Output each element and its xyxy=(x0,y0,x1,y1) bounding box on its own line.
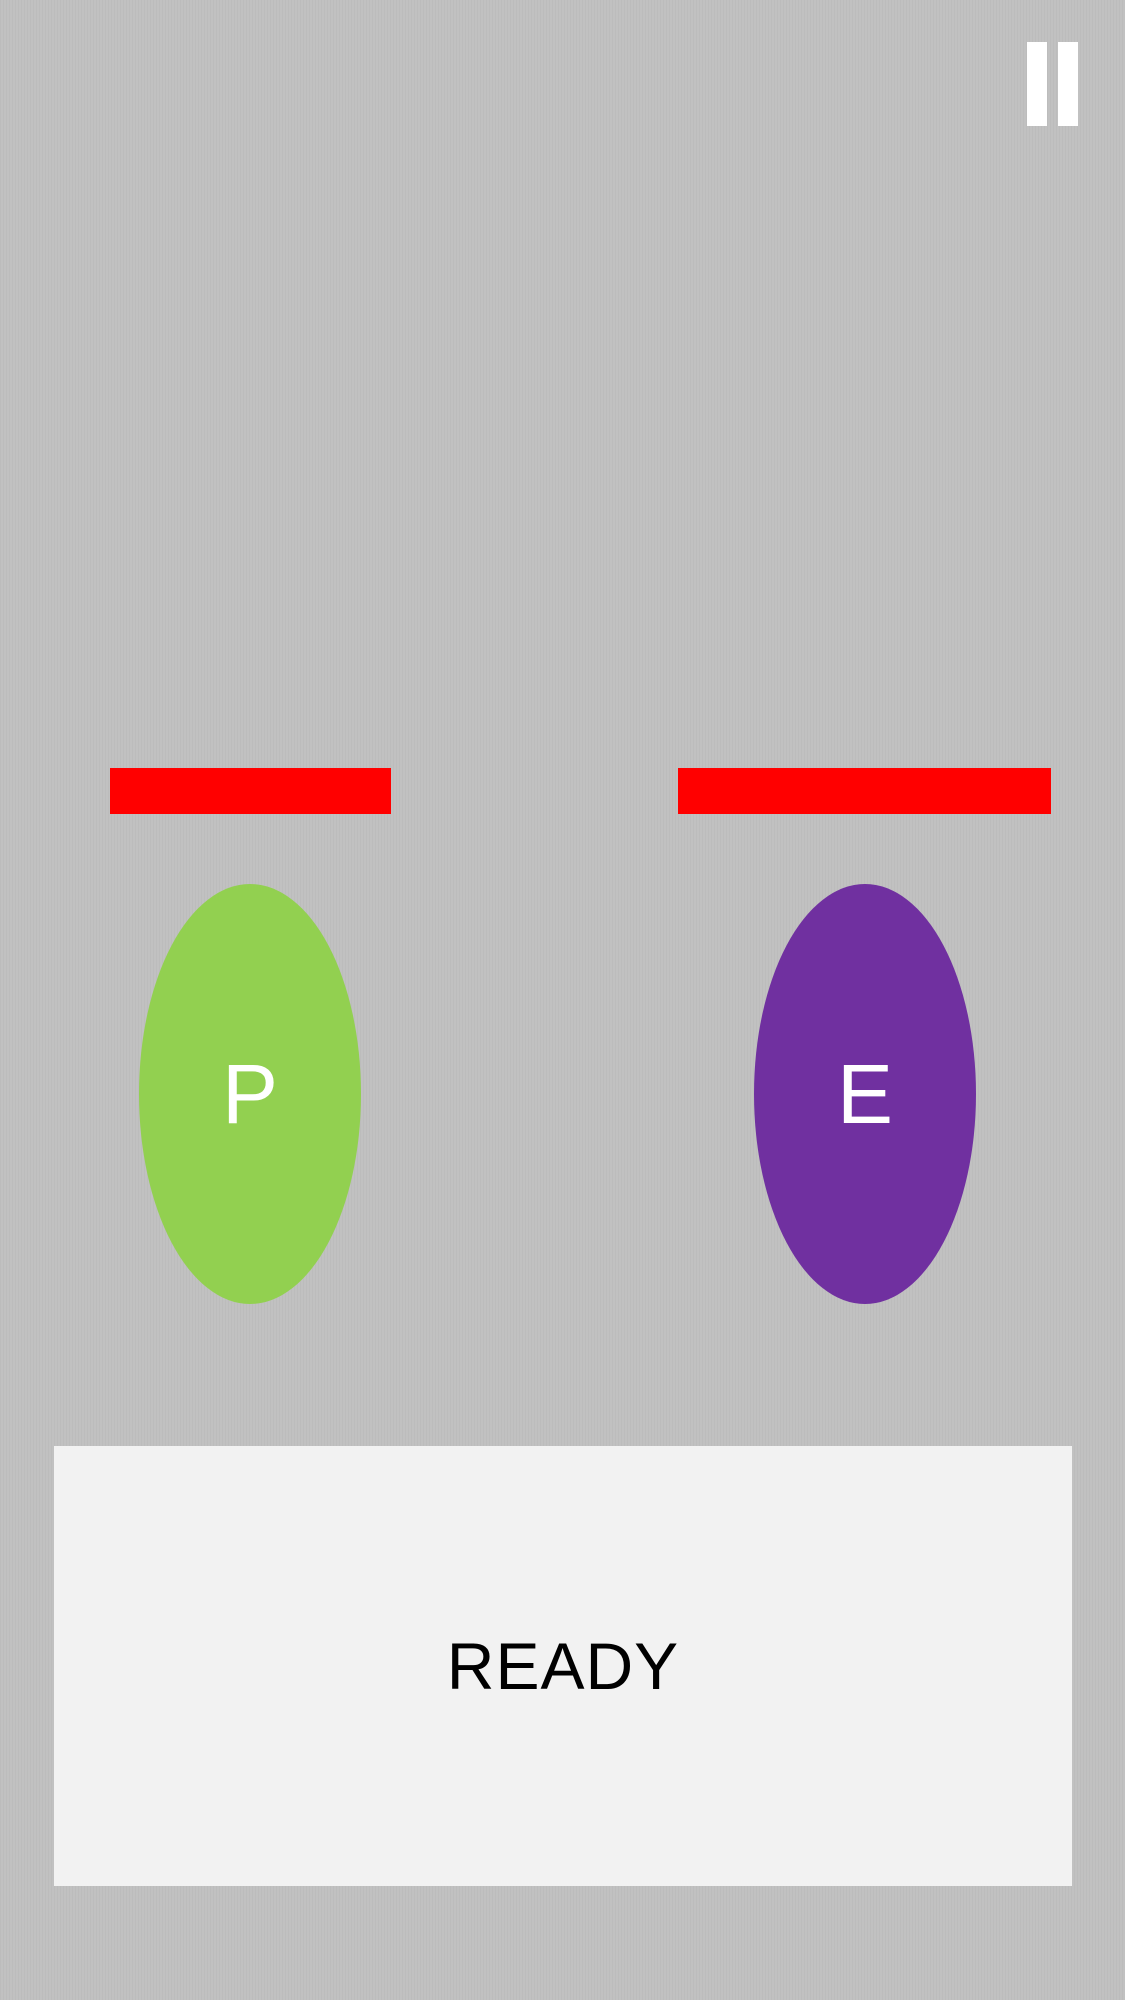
pause-bar-right xyxy=(1058,42,1078,126)
ready-label: READY xyxy=(446,1629,680,1703)
ready-button[interactable]: READY xyxy=(54,1446,1072,1886)
enemy-character[interactable]: E xyxy=(754,884,976,1304)
enemy-letter: E xyxy=(836,1047,894,1141)
enemy-health-bar xyxy=(678,768,1051,814)
pause-bar-left xyxy=(1027,42,1047,126)
player-health-fill xyxy=(110,768,391,814)
pause-button[interactable] xyxy=(1020,36,1086,132)
player-character[interactable]: P xyxy=(139,884,361,1304)
player-letter: P xyxy=(221,1047,279,1141)
enemy-health-fill xyxy=(678,768,1051,814)
player-health-bar xyxy=(110,768,391,814)
